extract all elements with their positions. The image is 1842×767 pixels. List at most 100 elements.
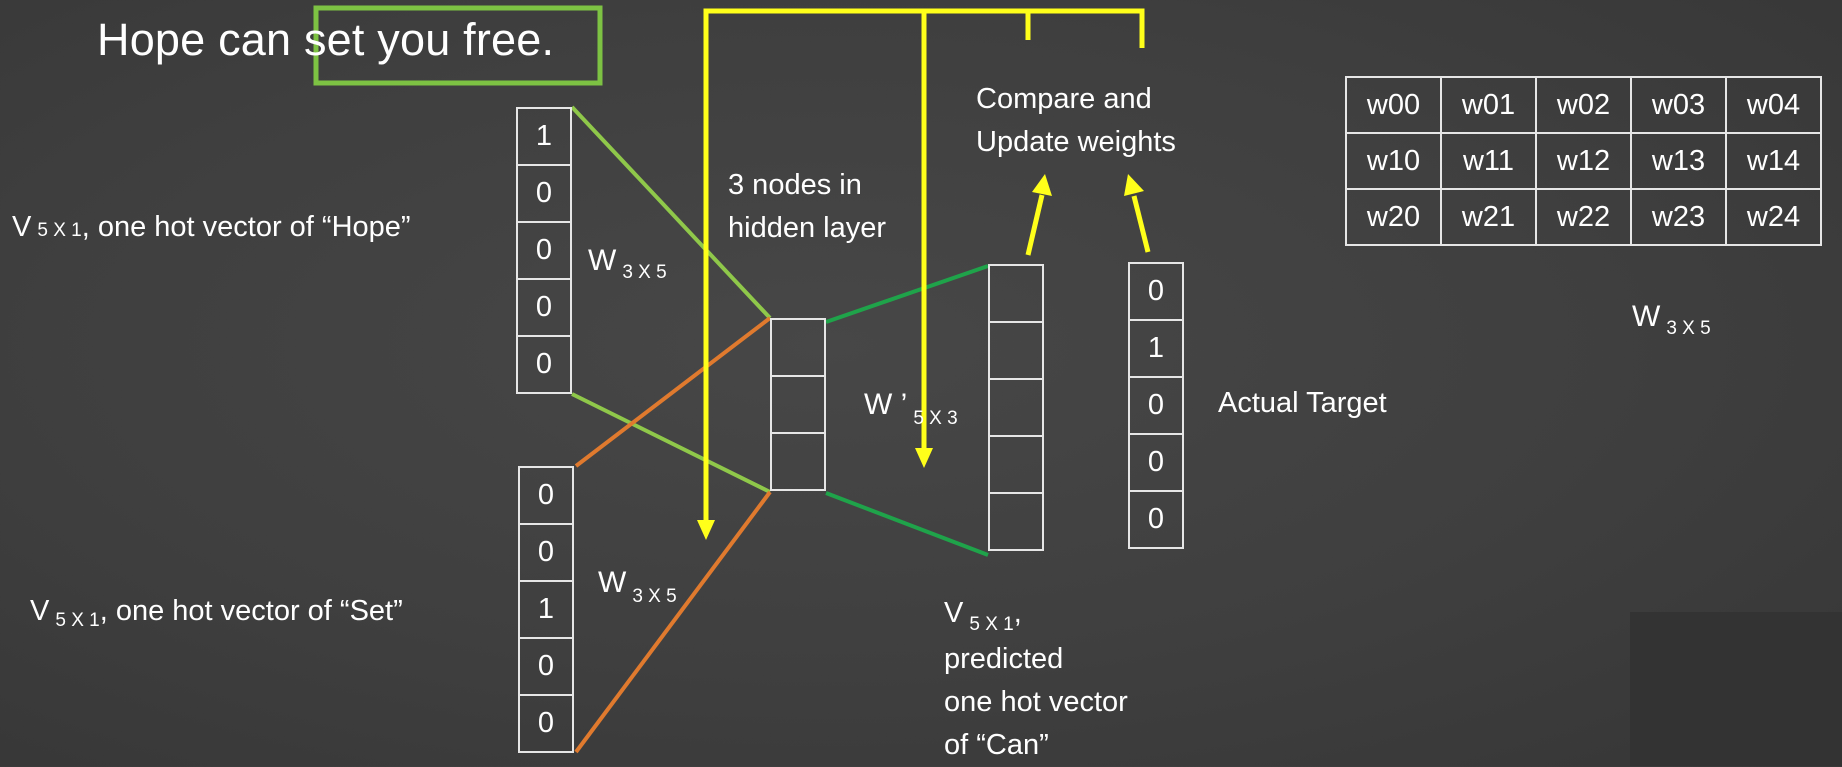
vector-cell: 0	[516, 164, 572, 223]
title-highlight: set you free	[303, 14, 542, 65]
vector-cell: 1	[518, 580, 574, 639]
feedback-arrowhead-middle	[915, 448, 933, 468]
hidden-layer-nodes	[770, 318, 826, 491]
matrix-cell: w10	[1345, 132, 1442, 190]
compare-label-line1: Compare and	[976, 83, 1152, 115]
vector-cell: 0	[518, 694, 574, 753]
actual-target-label: Actual Target	[1218, 387, 1387, 419]
matrix-cell: w00	[1345, 76, 1442, 134]
w-set-subscript: 3 X 5	[632, 586, 677, 607]
matrix-caption-subscript: 3 X 5	[1666, 318, 1711, 339]
w-hope-subscript: 3 X 5	[622, 262, 667, 283]
w-prime-subscript: 5 X 3	[913, 408, 958, 429]
output-label-line2: predicted	[944, 643, 1064, 675]
input-set-subscript: 5 X 1	[55, 610, 100, 631]
input-hope-text: , one hot vector of “Hope”	[81, 211, 411, 243]
input-set-vector: 0 0 1 0 0	[518, 466, 574, 753]
vector-cell	[988, 492, 1044, 551]
output-subscript: 5 X 1	[969, 614, 1014, 635]
title: Hope can set you free.	[97, 14, 554, 66]
vector-cell	[988, 321, 1044, 380]
vector-cell: 0	[1128, 433, 1184, 492]
feedback-bracket	[703, 8, 1145, 520]
hidden-layer-label: 3 nodes in hidden layer	[728, 164, 886, 250]
hidden-node	[770, 432, 826, 491]
vector-cell	[988, 435, 1044, 494]
matrix-cell: w03	[1630, 76, 1727, 134]
compare-label: Compare and Update weights	[976, 78, 1176, 164]
output-vector	[988, 264, 1044, 551]
matrix-cell: w11	[1440, 132, 1537, 190]
vector-cell: 1	[1128, 319, 1184, 378]
hidden-layer-line1: 3 nodes in	[728, 169, 862, 201]
output-label-line3: one hot vector	[944, 686, 1128, 718]
compare-label-line2: Update weights	[976, 126, 1176, 158]
compare-arrowhead-left	[1032, 174, 1052, 196]
title-end: .	[541, 14, 555, 65]
target-vector: 0 1 0 0 0	[1128, 262, 1184, 549]
output-prefix: V	[944, 597, 964, 629]
output-edge-top	[825, 264, 989, 324]
set-edge-bottom	[574, 490, 772, 754]
corner-overlay	[1630, 612, 1842, 766]
input-hope-vector: 1 0 0 0 0	[516, 107, 572, 394]
set-edge-top	[574, 316, 772, 468]
matrix-cell: w04	[1725, 76, 1822, 134]
hidden-node	[770, 375, 826, 434]
vector-cell: 0	[516, 278, 572, 337]
compare-arrow-right	[1131, 195, 1151, 253]
output-label-line4: of “Can”	[944, 729, 1049, 761]
matrix-cell: w20	[1345, 188, 1442, 246]
compare-arrow-left	[1025, 194, 1045, 256]
vector-cell: 0	[1128, 376, 1184, 435]
w-set-prefix: W	[598, 566, 627, 599]
title-highlight-box	[313, 5, 603, 86]
matrix-cell: w12	[1535, 132, 1632, 190]
output-edge-bottom	[825, 491, 989, 557]
compare-arrowhead-right	[1124, 174, 1144, 196]
matrix-cell: w21	[1440, 188, 1537, 246]
vector-cell: 0	[516, 335, 572, 394]
matrix-caption-prefix: W	[1632, 300, 1661, 333]
vector-cell	[988, 264, 1044, 323]
input-set-text: , one hot vector of “Set”	[99, 595, 403, 627]
matrix-row: w20 w21 w22 w23 w24	[1345, 188, 1822, 246]
matrix-cell: w14	[1725, 132, 1822, 190]
hope-edge-top	[570, 105, 772, 320]
vector-cell: 0	[1128, 490, 1184, 549]
matrix-cell: w02	[1535, 76, 1632, 134]
input-hope-prefix: V	[12, 211, 32, 243]
hidden-layer-line2: hidden layer	[728, 212, 886, 244]
vector-cell: 0	[518, 466, 574, 525]
vector-cell: 1	[516, 107, 572, 166]
feedback-arrowhead-left	[697, 520, 715, 540]
hope-edge-bottom	[571, 392, 771, 494]
matrix-cell: w24	[1725, 188, 1822, 246]
matrix-row: w00 w01 w02 w03 w04	[1345, 76, 1822, 134]
vector-cell: 0	[518, 637, 574, 696]
matrix-row: w10 w11 w12 w13 w14	[1345, 132, 1822, 190]
matrix-cell: w23	[1630, 188, 1727, 246]
vector-cell	[988, 378, 1044, 437]
vector-cell: 0	[1128, 262, 1184, 321]
title-start: Hope can	[97, 14, 304, 65]
weight-matrix: w00 w01 w02 w03 w04 w10 w11 w12 w13 w14 …	[1345, 76, 1822, 246]
input-hope-subscript: 5 X 1	[37, 220, 82, 241]
output-suffix: ,	[1013, 597, 1022, 629]
input-set-prefix: V	[30, 595, 50, 627]
matrix-cell: w22	[1535, 188, 1632, 246]
matrix-cell: w13	[1630, 132, 1727, 190]
w-prime-prefix: W ’	[864, 388, 908, 421]
hidden-node	[770, 318, 826, 377]
vector-cell: 0	[518, 523, 574, 582]
vector-cell: 0	[516, 221, 572, 280]
matrix-cell: w01	[1440, 76, 1537, 134]
